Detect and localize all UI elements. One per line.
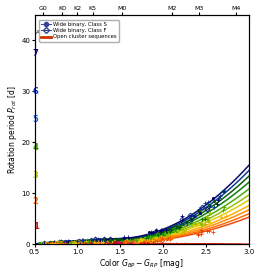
Text: 2: 2 [33,197,39,206]
Text: 4: 4 [33,143,39,152]
Text: Age group: Age group [36,30,64,35]
Text: 1: 1 [33,222,39,231]
Legend: Wide binary, Class S, Wide binary, Class F, Open cluster sequences: Wide binary, Class S, Wide binary, Class… [39,20,119,41]
Text: 5: 5 [33,115,39,124]
X-axis label: Color $G_{BP} - G_{RP}$ [mag]: Color $G_{BP} - G_{RP}$ [mag] [99,258,184,270]
Text: 3: 3 [33,171,39,180]
Text: 6: 6 [33,87,39,96]
Y-axis label: Rotation period $P_{rot}$ [d]: Rotation period $P_{rot}$ [d] [5,86,18,174]
Text: 7: 7 [33,49,39,57]
